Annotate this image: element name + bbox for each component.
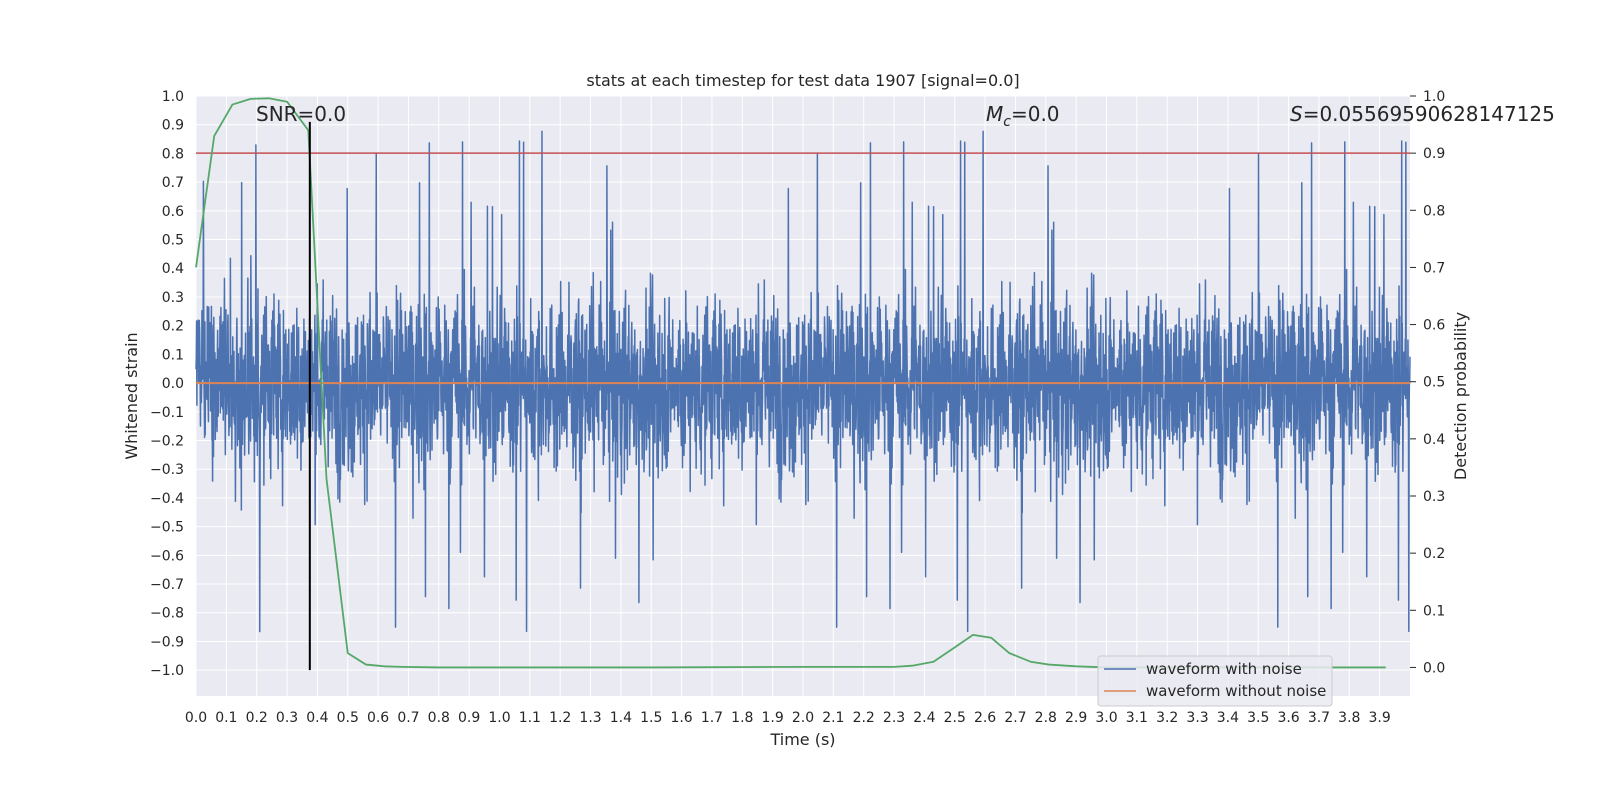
legend-label-noisy: waveform with noise bbox=[1146, 660, 1302, 678]
y-tick-label: −0.4 bbox=[150, 491, 184, 507]
series-waveform-with-noise bbox=[195, 130, 1411, 633]
y2-tick-label: 0.8 bbox=[1423, 203, 1445, 219]
annotation-s-value: =0.05569590628147125 bbox=[1303, 102, 1555, 126]
x-tick-label: 1.4 bbox=[610, 710, 632, 726]
x-tick-label: 1.9 bbox=[762, 710, 784, 726]
x-tick-label: 0.4 bbox=[306, 710, 328, 726]
y-tick-label: −0.8 bbox=[150, 606, 184, 622]
y-tick-label: 1.0 bbox=[162, 89, 184, 105]
y-tick-label: 0.0 bbox=[162, 376, 184, 392]
x-tick-label: 1.5 bbox=[640, 710, 662, 726]
x-tick-label: 0.3 bbox=[276, 710, 298, 726]
y2-tick-label: 0.4 bbox=[1423, 432, 1445, 448]
x-axis: 0.0 0.1 0.2 0.3 0.4 0.5 0.6 0.7 0.8 0.9 1.0 1.1 1.2 1… bbox=[185, 710, 1391, 726]
y-tick-label: −0.6 bbox=[150, 548, 184, 564]
y2-tick-label: 0.2 bbox=[1423, 546, 1445, 562]
y-tick-label: 0.3 bbox=[162, 290, 184, 306]
y2-axis-label: Detection probability bbox=[1451, 312, 1470, 480]
y-tick-label: 0.6 bbox=[162, 204, 184, 220]
y-tick-label: 0.4 bbox=[162, 261, 184, 277]
y-tick-label: −1.0 bbox=[150, 663, 184, 679]
x-tick-label: 3.1 bbox=[1126, 710, 1148, 726]
x-tick-label: 1.7 bbox=[701, 710, 723, 726]
legend-box bbox=[1097, 655, 1333, 707]
x-tick-label: 3.8 bbox=[1338, 710, 1360, 726]
y-axis-label: Whitened strain bbox=[122, 332, 141, 459]
series-layer bbox=[195, 97, 1411, 671]
y-tick-label: 0.2 bbox=[162, 319, 184, 335]
x-tick-label: 0.9 bbox=[458, 710, 480, 726]
x-tick-label: 2.0 bbox=[792, 710, 814, 726]
y-tick-label: −0.2 bbox=[150, 433, 184, 449]
x-tick-label: 1.1 bbox=[519, 710, 541, 726]
legend: waveform with noise waveform without noi… bbox=[1097, 655, 1333, 707]
x-tick-label: 3.0 bbox=[1095, 710, 1117, 726]
annotation-s: S=0.05569590628147125 bbox=[1290, 102, 1555, 126]
x-tick-label: 3.3 bbox=[1186, 710, 1208, 726]
x-tick-label: 1.8 bbox=[731, 710, 753, 726]
annotation-s-symbol: S bbox=[1290, 102, 1303, 126]
y-axis-right: 1.0 0.9 0.8 0.7 0.6 0.5 0.4 0.3 0.2 0.1 0.0 bbox=[1410, 89, 1445, 676]
y-tick-label: 0.7 bbox=[162, 175, 184, 191]
legend-label-clean: waveform without noise bbox=[1146, 682, 1326, 700]
x-tick-label: 0.1 bbox=[215, 710, 237, 726]
chart-title: stats at each timestep for test data 190… bbox=[586, 71, 1019, 90]
x-tick-label: 2.8 bbox=[1035, 710, 1057, 726]
y-tick-label: 0.5 bbox=[162, 233, 184, 249]
x-tick-label: 1.6 bbox=[670, 710, 692, 726]
annotation-mc-subscript: c bbox=[1003, 114, 1011, 130]
x-tick-label: 3.5 bbox=[1247, 710, 1269, 726]
y2-tick-label: 1.0 bbox=[1423, 89, 1445, 105]
x-tick-label: 1.3 bbox=[579, 710, 601, 726]
x-tick-label: 0.7 bbox=[397, 710, 419, 726]
annotation-snr: SNR=0.0 bbox=[256, 102, 346, 126]
x-tick-label: 3.4 bbox=[1217, 710, 1239, 726]
x-tick-label: 2.4 bbox=[913, 710, 935, 726]
x-tick-label: 2.2 bbox=[853, 710, 875, 726]
x-tick-label: 0.2 bbox=[246, 710, 268, 726]
x-tick-label: 2.1 bbox=[822, 710, 844, 726]
y-tick-label: −0.1 bbox=[150, 405, 184, 421]
y-tick-label: −0.9 bbox=[150, 634, 184, 650]
x-axis-label: Time (s) bbox=[769, 730, 835, 749]
x-tick-label: 3.2 bbox=[1156, 710, 1178, 726]
y-tick-label: −0.3 bbox=[150, 462, 184, 478]
x-tick-label: 2.3 bbox=[883, 710, 905, 726]
x-tick-label: 0.0 bbox=[185, 710, 207, 726]
x-tick-label: 2.9 bbox=[1065, 710, 1087, 726]
y2-tick-label: 0.7 bbox=[1423, 260, 1445, 276]
x-tick-label: 0.5 bbox=[337, 710, 359, 726]
series-detection-probability bbox=[195, 97, 1386, 669]
y2-tick-label: 0.6 bbox=[1423, 318, 1445, 334]
y2-tick-label: 0.0 bbox=[1423, 660, 1445, 676]
x-tick-label: 2.5 bbox=[944, 710, 966, 726]
x-tick-label: 0.8 bbox=[428, 710, 450, 726]
annotation-mc: Mc=0.0 bbox=[986, 102, 1060, 130]
x-tick-label: 1.0 bbox=[488, 710, 510, 726]
y-axis-left: 1.0 0.9 0.8 0.7 0.6 0.5 0.4 0.3 0.2 0.1 0.0 −0.1 −0.… bbox=[150, 89, 184, 679]
x-tick-label: 2.6 bbox=[974, 710, 996, 726]
x-tick-label: 1.2 bbox=[549, 710, 571, 726]
y2-tick-label: 0.5 bbox=[1423, 375, 1445, 391]
y-tick-label: 0.1 bbox=[162, 347, 184, 363]
y-tick-label: 0.9 bbox=[162, 118, 184, 134]
y2-tick-label: 0.9 bbox=[1423, 146, 1445, 162]
y-tick-label: −0.7 bbox=[150, 577, 184, 593]
x-tick-label: 0.6 bbox=[367, 710, 389, 726]
annotation-mc-symbol: M bbox=[986, 102, 1003, 126]
annotation-mc-value: =0.0 bbox=[1011, 102, 1060, 126]
y2-tick-label: 0.1 bbox=[1423, 603, 1445, 619]
x-tick-label: 3.9 bbox=[1369, 710, 1391, 726]
y-tick-label: 0.8 bbox=[162, 146, 184, 162]
x-tick-label: 3.7 bbox=[1308, 710, 1330, 726]
x-tick-label: 2.7 bbox=[1004, 710, 1026, 726]
y2-tick-label: 0.3 bbox=[1423, 489, 1445, 505]
y-tick-label: −0.5 bbox=[150, 520, 184, 536]
x-tick-label: 3.6 bbox=[1277, 710, 1299, 726]
